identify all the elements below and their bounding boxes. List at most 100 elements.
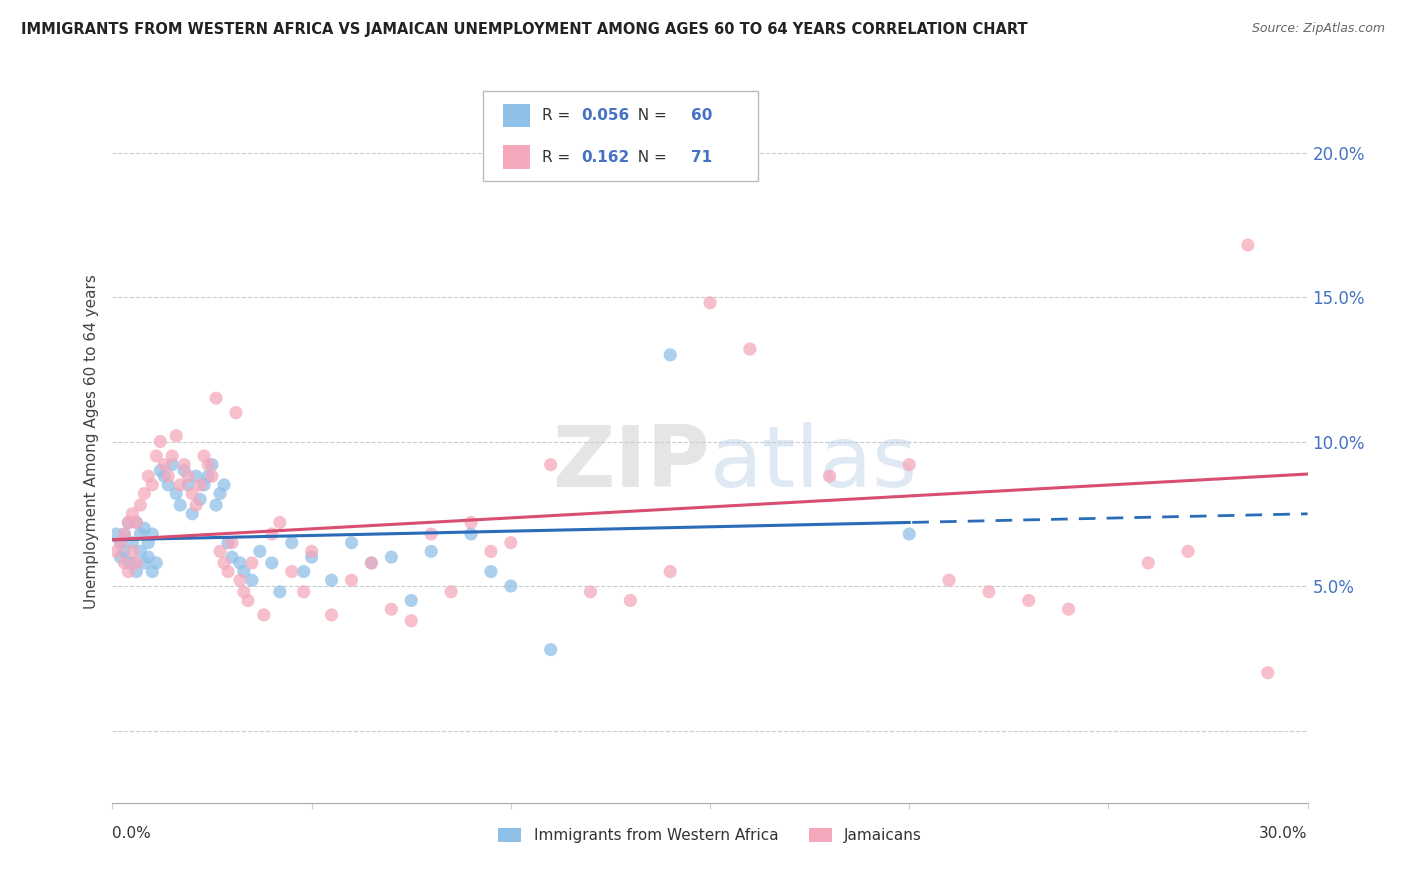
Point [938, 574, 960, 588]
Point [201, 458, 224, 472]
Point [188, 492, 211, 507]
Point [269, 516, 291, 530]
Point [165, 486, 187, 500]
Point [217, 535, 239, 549]
Point [1257, 665, 1279, 680]
Point [212, 556, 235, 570]
Point [301, 550, 323, 565]
Point [479, 544, 502, 558]
Point [1237, 238, 1260, 252]
Point [134, 486, 156, 500]
Point [121, 556, 143, 570]
Point [209, 486, 232, 500]
Point [110, 550, 132, 565]
Point [221, 535, 243, 549]
Point [165, 429, 187, 443]
Point [114, 556, 135, 570]
Point [169, 478, 191, 492]
Text: R =: R = [541, 108, 575, 123]
Point [129, 498, 152, 512]
Point [229, 556, 252, 570]
Point [420, 544, 443, 558]
Point [380, 550, 402, 565]
Point [157, 478, 180, 492]
Point [162, 458, 183, 472]
Point [145, 556, 167, 570]
Point [193, 478, 215, 492]
Point [1018, 593, 1040, 607]
Point [440, 584, 463, 599]
Point [659, 348, 682, 362]
Point [125, 556, 148, 570]
Point [138, 469, 160, 483]
Point [121, 507, 143, 521]
Point [117, 565, 139, 579]
Text: R =: R = [541, 150, 575, 164]
Point [217, 565, 239, 579]
FancyBboxPatch shape [503, 104, 530, 127]
Point [117, 516, 139, 530]
Point [110, 535, 132, 549]
Text: N =: N = [627, 108, 671, 123]
Point [738, 342, 761, 356]
Point [579, 584, 602, 599]
Point [121, 544, 143, 558]
Point [401, 614, 423, 628]
Point [460, 516, 482, 530]
Point [153, 458, 176, 472]
Point [225, 406, 247, 420]
Text: IMMIGRANTS FROM WESTERN AFRICA VS JAMAICAN UNEMPLOYMENT AMONG AGES 60 TO 64 YEAR: IMMIGRANTS FROM WESTERN AFRICA VS JAMAIC… [21, 22, 1028, 37]
Point [114, 544, 135, 558]
Point [233, 584, 256, 599]
Point [540, 458, 562, 472]
Text: ZIP: ZIP [553, 422, 710, 505]
Point [188, 478, 211, 492]
Point [292, 584, 315, 599]
Point [360, 556, 382, 570]
Point [221, 550, 243, 565]
Point [321, 607, 343, 622]
Point [149, 463, 172, 477]
Point [153, 469, 176, 483]
Point [1177, 544, 1199, 558]
Point [205, 391, 228, 405]
Point [340, 535, 363, 549]
Point [134, 521, 156, 535]
Text: atlas: atlas [710, 422, 918, 505]
Point [114, 527, 135, 541]
Point [173, 458, 195, 472]
Point [129, 544, 152, 558]
Point [138, 550, 160, 565]
Point [281, 535, 304, 549]
Point [818, 469, 841, 483]
Point [169, 498, 191, 512]
Point [105, 544, 128, 558]
Y-axis label: Unemployment Among Ages 60 to 64 years: Unemployment Among Ages 60 to 64 years [83, 274, 98, 609]
Text: 0.0%: 0.0% [112, 826, 152, 841]
Point [209, 544, 232, 558]
Point [197, 469, 219, 483]
Point [321, 574, 343, 588]
Point [110, 535, 132, 549]
Point [205, 498, 228, 512]
Point [253, 607, 276, 622]
Point [499, 535, 522, 549]
FancyBboxPatch shape [484, 91, 758, 181]
Point [173, 463, 195, 477]
Point [229, 574, 252, 588]
Point [540, 642, 562, 657]
Text: 60: 60 [690, 108, 713, 123]
Point [145, 449, 167, 463]
Point [260, 527, 283, 541]
Point [236, 593, 259, 607]
Point [114, 527, 135, 541]
Point [233, 565, 256, 579]
Point [177, 469, 200, 483]
Point [201, 469, 224, 483]
Point [157, 469, 180, 483]
Point [181, 486, 204, 500]
Point [134, 556, 156, 570]
Text: 0.162: 0.162 [581, 150, 630, 164]
Point [360, 556, 382, 570]
Point [149, 434, 172, 449]
